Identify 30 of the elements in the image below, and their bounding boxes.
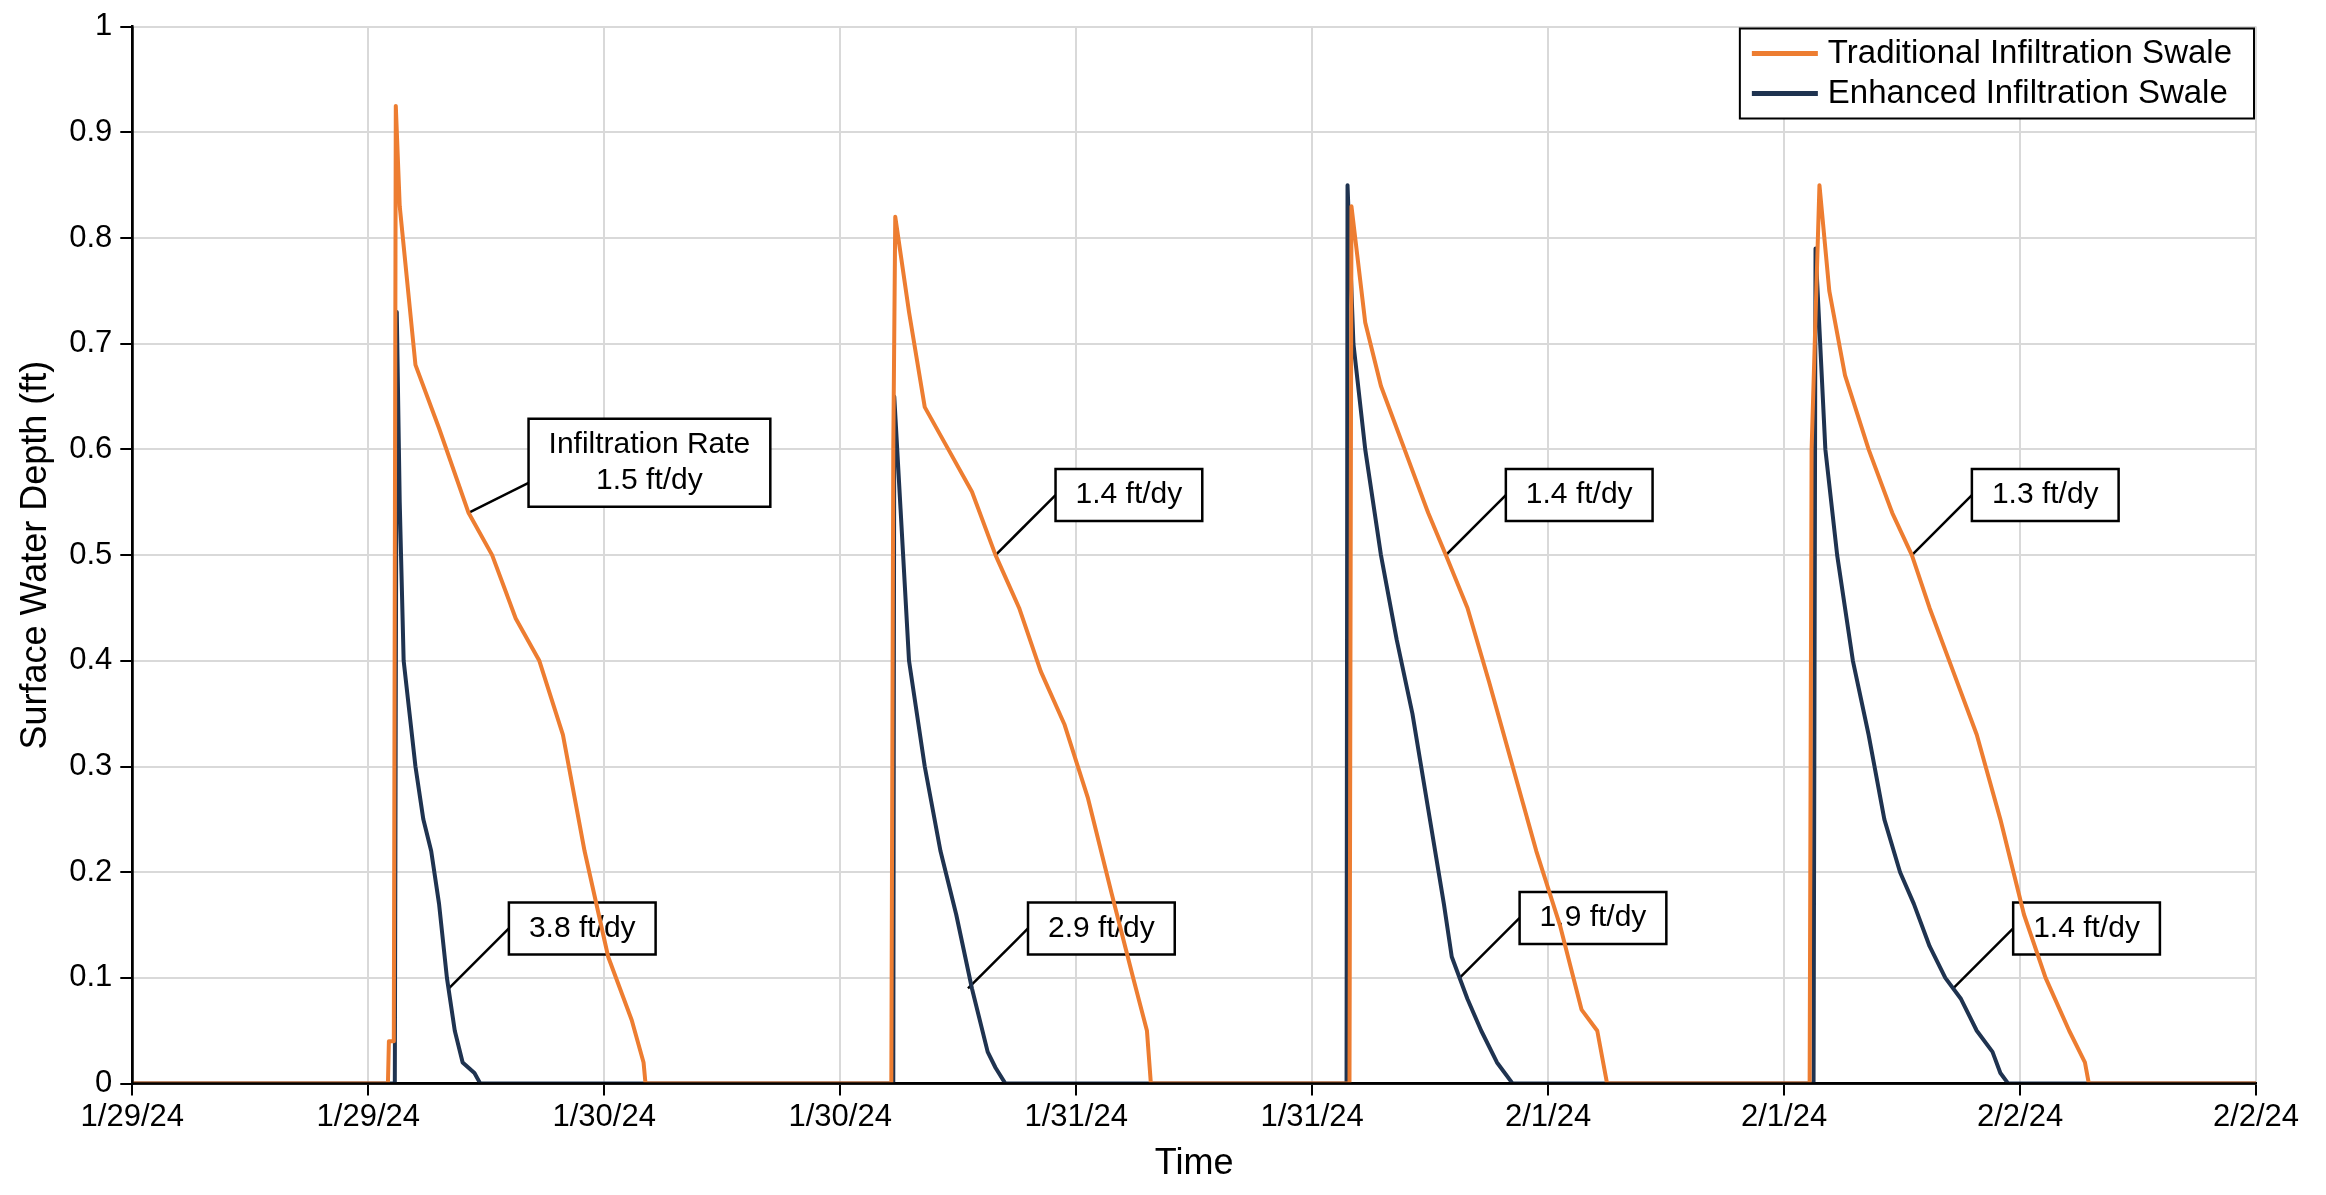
y-tick-label: 0.4 [69,641,113,677]
annotation: Infiltration Rate 1.5 ft/dy [548,426,751,496]
y-axis-title: Surface Water Depth (ft) [12,360,54,750]
x-tick-label: 1/30/24 [552,1097,656,1133]
x-tick-label: 1/29/24 [80,1097,185,1133]
x-tick-label: 1/30/24 [788,1097,892,1133]
annotation: 1.4 ft/dy [2033,909,2140,943]
annotation: 1.3 ft/dy [1991,476,2099,510]
legend-label: Enhanced Infiltration Swale [1827,72,2228,110]
y-tick-label: 0.1 [69,958,113,994]
x-tick-label: 2/2/24 [1976,1097,2064,1133]
y-tick-label: 0.2 [69,852,113,888]
annotation: 1.4 ft/dy [1525,476,1633,510]
y-tick-label: 1 [95,7,113,43]
y-tick-label: 0.9 [69,112,113,148]
x-axis-title: Time [1154,1141,1234,1183]
y-tick-label: 0.3 [69,747,113,783]
y-tick-label: 0.5 [69,535,113,571]
x-tick-label: 1/31/24 [1024,1097,1128,1133]
legend-label: Traditional Infiltration Swale [1827,32,2232,70]
y-tick-label: 0 [95,1064,113,1100]
x-tick-label: 2/2/24 [2212,1097,2300,1133]
y-tick-label: 0.7 [69,324,113,360]
x-tick-label: 1/29/24 [316,1097,420,1133]
annotation: 1.4 ft/dy [1075,476,1183,510]
x-tick-label: 1/31/24 [1260,1097,1364,1133]
y-tick-label: 0.6 [69,429,113,465]
x-tick-label: 2/1/24 [1740,1097,1828,1133]
x-tick-label: 2/1/24 [1505,1097,1592,1133]
y-tick-label: 0.8 [69,218,113,254]
